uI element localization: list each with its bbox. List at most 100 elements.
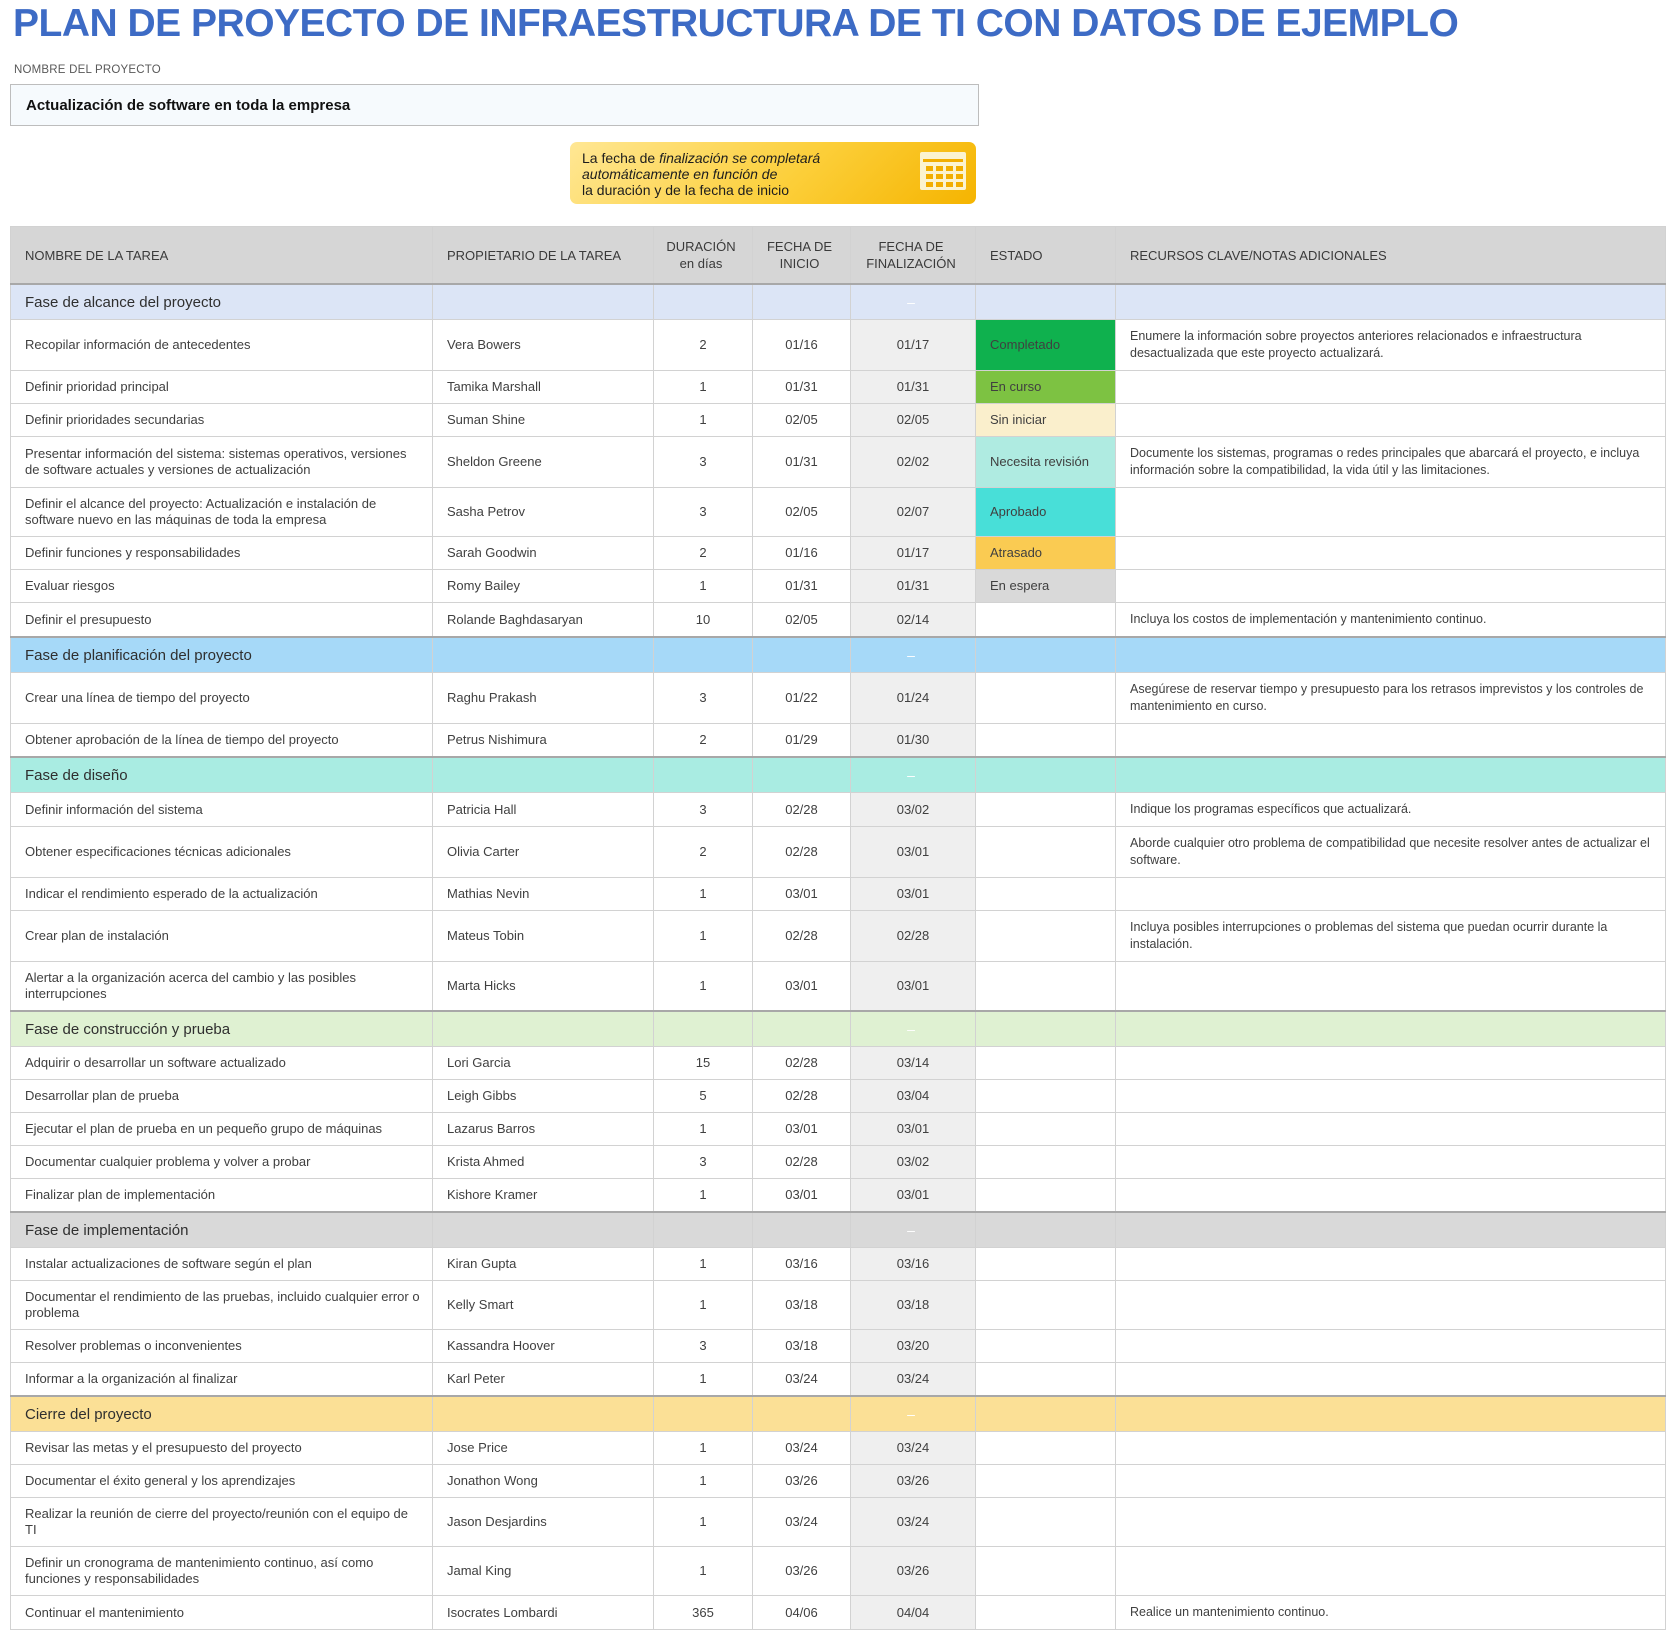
task-name-cell[interactable]: Documentar el rendimiento de las pruebas… [10,1280,433,1330]
notes-cell[interactable]: Asegúrese de reservar tiempo y presupues… [1115,672,1666,724]
phase-empty-cell[interactable] [1115,636,1666,673]
task-name-cell[interactable]: Crear una línea de tiempo del proyecto [10,672,433,724]
phase-end-date-cell[interactable]: – [850,1010,976,1047]
duration-cell[interactable]: 3 [653,672,753,724]
task-owner-cell[interactable]: Jason Desjardins [432,1497,654,1547]
phase-empty-cell[interactable] [653,1211,753,1248]
end-date-cell[interactable]: 03/18 [850,1280,976,1330]
start-date-cell[interactable]: 01/31 [752,370,851,404]
phase-end-date-cell[interactable]: – [850,636,976,673]
status-badge[interactable]: Completado [975,319,1116,371]
end-date-cell[interactable]: 02/28 [850,910,976,962]
phase-empty-cell[interactable] [432,1010,654,1047]
start-date-cell[interactable]: 01/22 [752,672,851,724]
start-date-cell[interactable]: 02/28 [752,792,851,827]
task-owner-cell[interactable]: Jose Price [432,1431,654,1465]
phase-empty-cell[interactable] [975,1395,1116,1432]
notes-cell[interactable] [1115,1329,1666,1363]
notes-cell[interactable] [1115,1362,1666,1397]
task-name-cell[interactable]: Resolver problemas o inconvenientes [10,1329,433,1363]
status-cell[interactable] [975,1546,1116,1596]
duration-cell[interactable]: 1 [653,1497,753,1547]
task-name-cell[interactable]: Alertar a la organización acerca del cam… [10,961,433,1012]
start-date-cell[interactable]: 01/31 [752,569,851,603]
phase-empty-cell[interactable] [975,1211,1116,1248]
notes-cell[interactable] [1115,1112,1666,1146]
status-badge[interactable]: Atrasado [975,536,1116,570]
notes-cell[interactable] [1115,1178,1666,1213]
task-owner-cell[interactable]: Karl Peter [432,1362,654,1397]
phase-end-date-cell[interactable]: – [850,1211,976,1248]
duration-cell[interactable]: 1 [653,910,753,962]
status-cell[interactable] [975,1329,1116,1363]
end-date-cell[interactable]: 01/17 [850,319,976,371]
start-date-cell[interactable]: 03/01 [752,961,851,1012]
end-date-cell[interactable]: 02/07 [850,487,976,537]
start-date-cell[interactable]: 02/05 [752,403,851,437]
task-owner-cell[interactable]: Sasha Petrov [432,487,654,537]
notes-cell[interactable] [1115,569,1666,603]
status-badge[interactable]: En espera [975,569,1116,603]
phase-empty-cell[interactable] [653,283,753,320]
status-cell[interactable] [975,723,1116,758]
task-owner-cell[interactable]: Isocrates Lombardi [432,1595,654,1630]
duration-cell[interactable]: 1 [653,569,753,603]
task-name-cell[interactable]: Evaluar riesgos [10,569,433,603]
phase-empty-cell[interactable] [975,636,1116,673]
start-date-cell[interactable]: 02/28 [752,1046,851,1080]
phase-empty-cell[interactable] [1115,283,1666,320]
duration-cell[interactable]: 1 [653,1178,753,1213]
task-owner-cell[interactable]: Kelly Smart [432,1280,654,1330]
status-cell[interactable] [975,1464,1116,1498]
end-date-cell[interactable]: 03/20 [850,1329,976,1363]
task-name-cell[interactable]: Finalizar plan de implementación [10,1178,433,1213]
task-owner-cell[interactable]: Krista Ahmed [432,1145,654,1179]
phase-empty-cell[interactable] [653,1395,753,1432]
task-name-cell[interactable]: Realizar la reunión de cierre del proyec… [10,1497,433,1547]
status-badge[interactable]: Aprobado [975,487,1116,537]
status-cell[interactable] [975,826,1116,878]
start-date-cell[interactable]: 03/24 [752,1362,851,1397]
task-name-cell[interactable]: Definir funciones y responsabilidades [10,536,433,570]
task-name-cell[interactable]: Definir prioridades secundarias [10,403,433,437]
start-date-cell[interactable]: 01/29 [752,723,851,758]
end-date-cell[interactable]: 01/17 [850,536,976,570]
phase-empty-cell[interactable] [752,1395,851,1432]
start-date-cell[interactable]: 03/18 [752,1329,851,1363]
task-owner-cell[interactable]: Tamika Marshall [432,370,654,404]
end-date-cell[interactable]: 03/04 [850,1079,976,1113]
task-name-cell[interactable]: Continuar el mantenimiento [10,1595,433,1630]
task-name-cell[interactable]: Crear plan de instalación [10,910,433,962]
phase-end-date-cell[interactable]: – [850,1395,976,1432]
duration-cell[interactable]: 15 [653,1046,753,1080]
notes-cell[interactable] [1115,961,1666,1012]
end-date-cell[interactable]: 03/01 [850,826,976,878]
end-date-cell[interactable]: 02/05 [850,403,976,437]
duration-cell[interactable]: 2 [653,723,753,758]
notes-cell[interactable] [1115,1247,1666,1281]
start-date-cell[interactable]: 02/28 [752,1145,851,1179]
phase-name-cell[interactable]: Fase de implementación [10,1211,433,1248]
notes-cell[interactable]: Enumere la información sobre proyectos a… [1115,319,1666,371]
notes-cell[interactable] [1115,1431,1666,1465]
notes-cell[interactable]: Indique los programas específicos que ac… [1115,792,1666,827]
end-date-cell[interactable]: 02/14 [850,602,976,638]
task-name-cell[interactable]: Definir el presupuesto [10,602,433,638]
task-owner-cell[interactable]: Lori Garcia [432,1046,654,1080]
notes-cell[interactable]: Incluya posibles interrupciones o proble… [1115,910,1666,962]
task-name-cell[interactable]: Documentar el éxito general y los aprend… [10,1464,433,1498]
task-owner-cell[interactable]: Marta Hicks [432,961,654,1012]
notes-cell[interactable] [1115,1046,1666,1080]
task-name-cell[interactable]: Definir información del sistema [10,792,433,827]
phase-empty-cell[interactable] [752,1211,851,1248]
duration-cell[interactable]: 1 [653,1464,753,1498]
status-badge[interactable]: Sin iniciar [975,403,1116,437]
task-owner-cell[interactable]: Kiran Gupta [432,1247,654,1281]
notes-cell[interactable] [1115,1145,1666,1179]
task-name-cell[interactable]: Revisar las metas y el presupuesto del p… [10,1431,433,1465]
duration-cell[interactable]: 2 [653,826,753,878]
end-date-cell[interactable]: 02/02 [850,436,976,488]
end-date-cell[interactable]: 03/24 [850,1497,976,1547]
status-cell[interactable] [975,1362,1116,1397]
task-name-cell[interactable]: Recopilar información de antecedentes [10,319,433,371]
